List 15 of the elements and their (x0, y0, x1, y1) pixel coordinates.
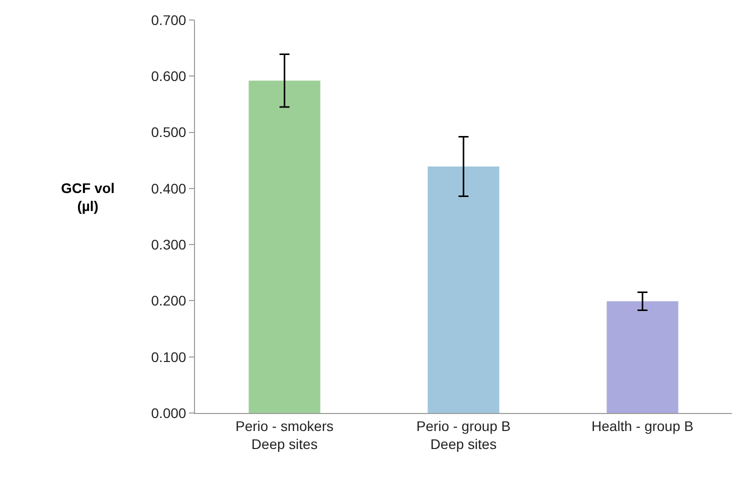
y-tick-label: 0.400 (151, 180, 186, 196)
x-tick-label: Perio - group B Deep sites (416, 418, 511, 452)
y-axis-title: GCF vol (µl) (61, 180, 115, 214)
x-tick-label: Perio - smokers Deep sites (235, 418, 334, 452)
y-tick-label: 0.300 (151, 236, 186, 252)
y-tick-label: 0.700 (151, 12, 186, 28)
y-tick-label: 0.600 (151, 68, 186, 84)
bar (248, 80, 320, 413)
y-tick-label: 0.100 (151, 348, 186, 365)
bar (428, 166, 500, 413)
bar (606, 301, 678, 413)
y-tick-label: 0.200 (151, 292, 186, 309)
x-tick-label: Health - group B (592, 418, 694, 434)
y-tick-label: 0.000 (151, 404, 186, 421)
y-tick-label: 0.500 (151, 124, 186, 140)
